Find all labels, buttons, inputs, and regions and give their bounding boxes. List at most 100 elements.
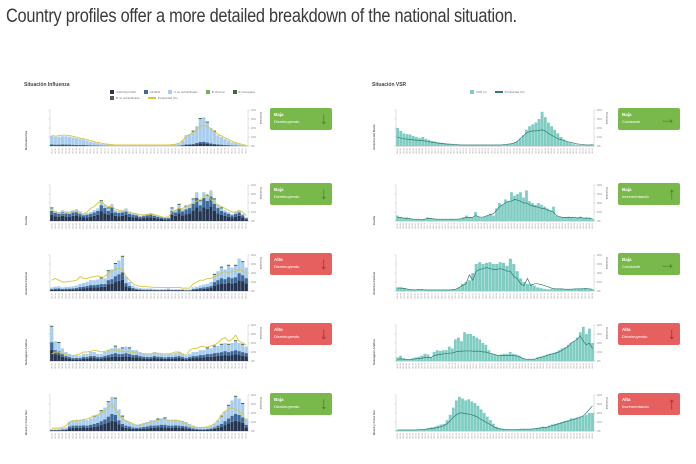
- bar: [435, 219, 438, 221]
- bar-segment: [138, 358, 142, 361]
- bar-segment: [234, 341, 238, 351]
- bar: [449, 143, 453, 146]
- bar-segment: [110, 420, 114, 431]
- x-tick-label: 2022-18: [448, 223, 450, 229]
- bar-segment: [131, 217, 135, 221]
- x-tick-label: 2022-29: [150, 293, 152, 299]
- bar-segment: [212, 356, 217, 361]
- x-tick-label: 2022-25: [473, 148, 475, 154]
- x-tick-label: 2022-17: [446, 363, 448, 369]
- bar-segment: [127, 354, 132, 357]
- y2-tick-label: 0%: [597, 220, 601, 223]
- x-tick-label: 2022-33: [493, 223, 495, 229]
- x-tick-label: 2022-47: [214, 148, 216, 154]
- x-tick-label: 2022-22: [461, 363, 463, 369]
- x-tick-label: 2022-30: [487, 433, 489, 439]
- bar: [429, 357, 433, 361]
- x-tick-label: 2022-16: [443, 363, 445, 369]
- x-tick-label: 2022-54: [558, 363, 560, 369]
- bar-segment: [50, 287, 54, 290]
- bar-segment: [89, 212, 93, 214]
- bar-segment: [78, 425, 82, 428]
- bar-segment: [212, 203, 217, 211]
- bar-segment: [135, 429, 139, 431]
- bar-segment: [120, 423, 125, 427]
- x-tick-label: 2022-48: [542, 433, 544, 439]
- x-tick-label: 2022-28: [147, 363, 149, 369]
- x-tick-label: 2022-46: [210, 223, 212, 229]
- bar: [423, 289, 427, 291]
- x-tick-label: 2022-18: [111, 223, 113, 229]
- x-tick-label: 2022-45: [535, 148, 537, 154]
- x-tick-label: 2022-04: [406, 433, 408, 439]
- x-tick-label: 2022-02: [55, 293, 57, 299]
- x-tick-label: 2022-21: [458, 363, 460, 369]
- bar-segment: [177, 290, 181, 291]
- x-tick-label: 2022-55: [562, 363, 564, 369]
- x-tick-label: 2022-06: [69, 433, 71, 439]
- x-tick-label: 2022-07: [72, 433, 74, 439]
- bar-segment: [159, 217, 163, 219]
- bar-segment: [244, 219, 248, 221]
- x-tick-label: 2022-34: [498, 363, 500, 369]
- bar-segment: [120, 145, 125, 146]
- x-tick-label: 2022-28: [479, 363, 481, 369]
- bar-segment: [99, 357, 103, 359]
- x-tick-label: 2022-49: [221, 363, 223, 369]
- x-tick-label: 2022-65: [592, 363, 594, 369]
- x-tick-label: 2022-37: [179, 223, 181, 229]
- x-tick-label: 2022-14: [437, 433, 439, 439]
- x-tick-label: 2022-52: [550, 223, 552, 229]
- bar-segment: [106, 207, 110, 209]
- x-tick-label: 2022-34: [168, 293, 170, 299]
- bar-segment: [205, 122, 209, 143]
- bar-segment: [99, 201, 103, 206]
- x-tick-label: 2022-14: [97, 363, 99, 369]
- bar: [417, 219, 420, 221]
- x-tick-label: 2022-33: [496, 433, 498, 439]
- legend-item: A/H1N1pdm09: [110, 90, 136, 94]
- bar-segment: [71, 355, 75, 359]
- bar: [485, 416, 489, 431]
- bar-segment: [92, 358, 96, 361]
- bar-segment: [131, 428, 135, 431]
- bar-segment: [212, 346, 217, 354]
- bar-segment: [127, 347, 132, 349]
- bar-segment: [81, 353, 86, 358]
- bar-segment: [92, 210, 96, 213]
- x-tick-label: 2022-08: [76, 148, 78, 154]
- legend-item: B Victoria: [205, 90, 225, 94]
- x-tick-label: 2022-05: [65, 363, 67, 369]
- x-tick-label: 2022-51: [228, 223, 230, 229]
- bar-segment: [212, 198, 217, 200]
- bar-segment: [166, 358, 171, 361]
- x-tick-label: 2022-39: [515, 433, 517, 439]
- x-tick-label: 2022-07: [418, 293, 420, 299]
- bar: [566, 344, 570, 361]
- x-tick-label: 2022-55: [242, 363, 244, 369]
- bar-segment: [57, 136, 61, 145]
- bar-segment: [234, 396, 238, 414]
- subchart-caribe: Caribe 0% 10% 20% 30% 40% 2022-01 2022-02 2022-0…: [370, 177, 690, 247]
- bar-segment: [81, 286, 86, 289]
- bar-segment: [50, 144, 54, 146]
- bar-segment: [145, 426, 149, 429]
- x-tick-label: 2022-23: [472, 293, 474, 299]
- x-tick-label: 2022-31: [157, 433, 159, 439]
- influenza-panel-title: Situación Influenza: [24, 82, 70, 88]
- bar-segment: [159, 289, 163, 291]
- bar: [544, 427, 548, 431]
- x-tick-label: 2022-48: [217, 293, 219, 299]
- bar: [408, 134, 412, 146]
- bar-segment: [103, 356, 107, 359]
- bar-segment: [99, 425, 103, 431]
- bar-segment: [120, 416, 125, 424]
- legend-label: A/H3N2: [149, 90, 161, 94]
- status-badge: Baja Disminuyendo ↓: [270, 183, 332, 205]
- x-tick-label: 2022-03: [58, 223, 60, 229]
- bar-segment: [53, 145, 57, 146]
- bar-segment: [92, 212, 96, 216]
- bar-segment: [74, 138, 79, 145]
- bar-segment: [166, 217, 171, 219]
- bar-segment: [152, 215, 156, 218]
